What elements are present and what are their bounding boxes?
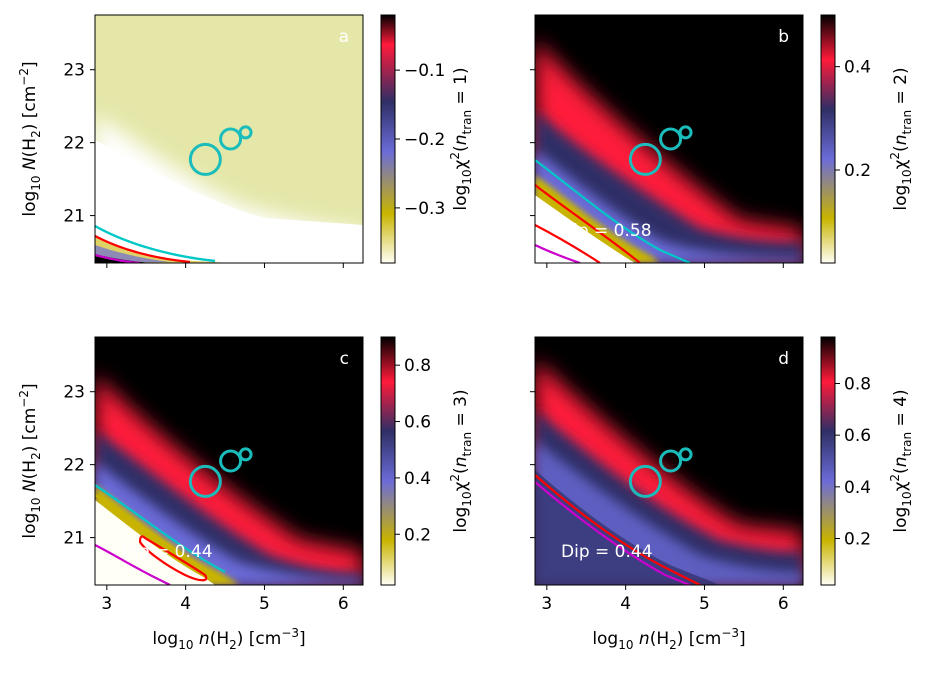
panel-c-colorbar: 0.2 0.4 0.6 0.8 — [380, 336, 431, 586]
panel-a-ylabel: log10 N(H2) [cm−2] — [17, 61, 43, 216]
panel-c-heatmap — [95, 337, 363, 585]
panel-d-x-axis: 3 4 5 6 — [541, 585, 789, 614]
panel-c-markers — [188, 447, 253, 498]
colorbar-tick-label: 0.4 — [404, 469, 431, 489]
panel-d-marker-large — [628, 464, 662, 498]
panel-d-annotation: Dip = 0.44 — [561, 542, 653, 562]
panel-b-y-axis — [530, 69, 535, 217]
colorbar-tick-label: 0.4 — [844, 58, 871, 78]
y-tick-label: 22 — [63, 456, 85, 476]
colorbar-tick-label: 0.6 — [844, 426, 871, 446]
y-tick-label: 23 — [63, 61, 85, 81]
y-tick-label: 22 — [63, 134, 85, 154]
colorbar-gradient — [820, 14, 836, 264]
panel-c-label: c — [340, 349, 349, 369]
panel-a-marker-large — [188, 142, 222, 176]
panel-d-colorbar: 0.2 0.4 0.6 0.8 — [820, 336, 871, 586]
panel-d-marker-medium — [659, 449, 683, 473]
panel-b-marker-small — [678, 125, 693, 140]
panel-d-cbar-label: log10χ2(ntran = 4) — [888, 389, 914, 532]
colorbar-tick-label: 0.8 — [844, 375, 871, 395]
y-tick-label: 23 — [63, 383, 85, 403]
panel-d-label: d — [778, 349, 789, 369]
panel-d-y-axis — [530, 391, 535, 539]
panel-d-markers — [628, 447, 693, 498]
x-tick-label: 3 — [101, 594, 112, 614]
panel-c-ylabel: log10 N(H2) [cm−2] — [17, 383, 43, 538]
panel-b-label: b — [778, 27, 789, 47]
x-tick-label: 3 — [541, 594, 552, 614]
panel-a-markers — [188, 125, 253, 176]
x-tick-label: 4 — [620, 594, 631, 614]
x-tick-label: 6 — [778, 594, 789, 614]
colorbar-tick-label: 0.6 — [404, 413, 431, 433]
colorbar-gradient — [380, 336, 396, 586]
panel-b-markers — [628, 125, 693, 176]
x-tick-label: 5 — [259, 594, 270, 614]
panel-b-marker-large — [628, 142, 662, 176]
panel-a-marker-medium — [219, 127, 243, 151]
panel-c-xlabel: log10 n(H2) [cm−3] — [152, 626, 305, 652]
panel-d-xlabel: log10 n(H2) [cm−3] — [592, 626, 745, 652]
panel-c-annotation: Dip = 0.44 — [121, 542, 213, 562]
colorbar-tick-label: 0.8 — [404, 356, 431, 376]
colorbar-tick-label: 0.4 — [844, 478, 871, 498]
panel-b: b Dip = 0.58 0.2 0.4 log10χ2(ntran = 2) — [530, 14, 914, 268]
x-tick-label: 5 — [699, 594, 710, 614]
panel-a-x-axis — [106, 263, 344, 268]
panel-c-y-axis: 21 22 23 — [63, 383, 95, 549]
x-tick-label: 6 — [338, 594, 349, 614]
colorbar-tick-label: −0.1 — [404, 61, 445, 81]
panel-a-marker-small — [238, 125, 253, 140]
y-tick-label: 21 — [63, 529, 85, 549]
panel-b-frame — [534, 14, 804, 264]
panel-c-frame — [94, 336, 364, 586]
panel-c-marker-medium — [219, 449, 243, 473]
colorbar-tick-label: −0.2 — [404, 130, 445, 150]
panel-a-colorbar: −0.1 −0.2 −0.3 — [380, 14, 445, 264]
panel-a-label: a — [339, 27, 349, 47]
colorbar-tick-label: −0.3 — [404, 199, 445, 219]
panel-b-heatmap — [535, 15, 803, 263]
panel-c-marker-large — [188, 464, 222, 498]
panel-d-frame — [534, 336, 804, 586]
panel-b-annotation: Dip = 0.58 — [560, 221, 652, 241]
x-tick-label: 4 — [180, 594, 191, 614]
colorbar-gradient — [820, 336, 836, 586]
panel-a-cbar-label: log10χ2(ntran = 1) — [448, 67, 474, 210]
panel-c-cbar-label: log10χ2(ntran = 3) — [448, 389, 474, 532]
y-tick-label: 21 — [63, 207, 85, 227]
panel-b-colorbar: 0.2 0.4 — [820, 14, 871, 264]
panel-b-x-axis — [546, 263, 784, 268]
panel-b-cbar-label: log10χ2(ntran = 2) — [888, 67, 914, 210]
panel-a-frame — [94, 14, 364, 264]
panel-b-marker-medium — [659, 127, 683, 151]
panel-c-marker-small — [238, 447, 253, 462]
colorbar-tick-label: 0.2 — [404, 525, 431, 545]
colorbar-tick-label: 0.2 — [844, 530, 871, 550]
colorbar-tick-label: 0.2 — [844, 161, 871, 181]
panel-c-x-axis: 3 4 5 6 — [101, 585, 349, 614]
panel-a-y-axis: 21 22 23 — [63, 61, 95, 227]
panel-c: c Dip = 0.44 3 4 5 6 21 22 23 0.2 0.4 0.6 0.8 lo… — [17, 336, 474, 652]
panel-a: a 21 22 23 −0.1 −0.2 −0.3 log10 N(H2) [cm−2]… — [17, 14, 474, 268]
panel-a-heatmap — [95, 15, 363, 263]
colorbar-gradient — [380, 14, 396, 264]
panel-d-heatmap — [535, 337, 803, 585]
panel-d: d Dip = 0.44 3 4 5 6 0.2 0.4 0.6 0.8 log10χ2(n… — [530, 336, 914, 652]
panel-d-marker-small — [678, 447, 693, 462]
